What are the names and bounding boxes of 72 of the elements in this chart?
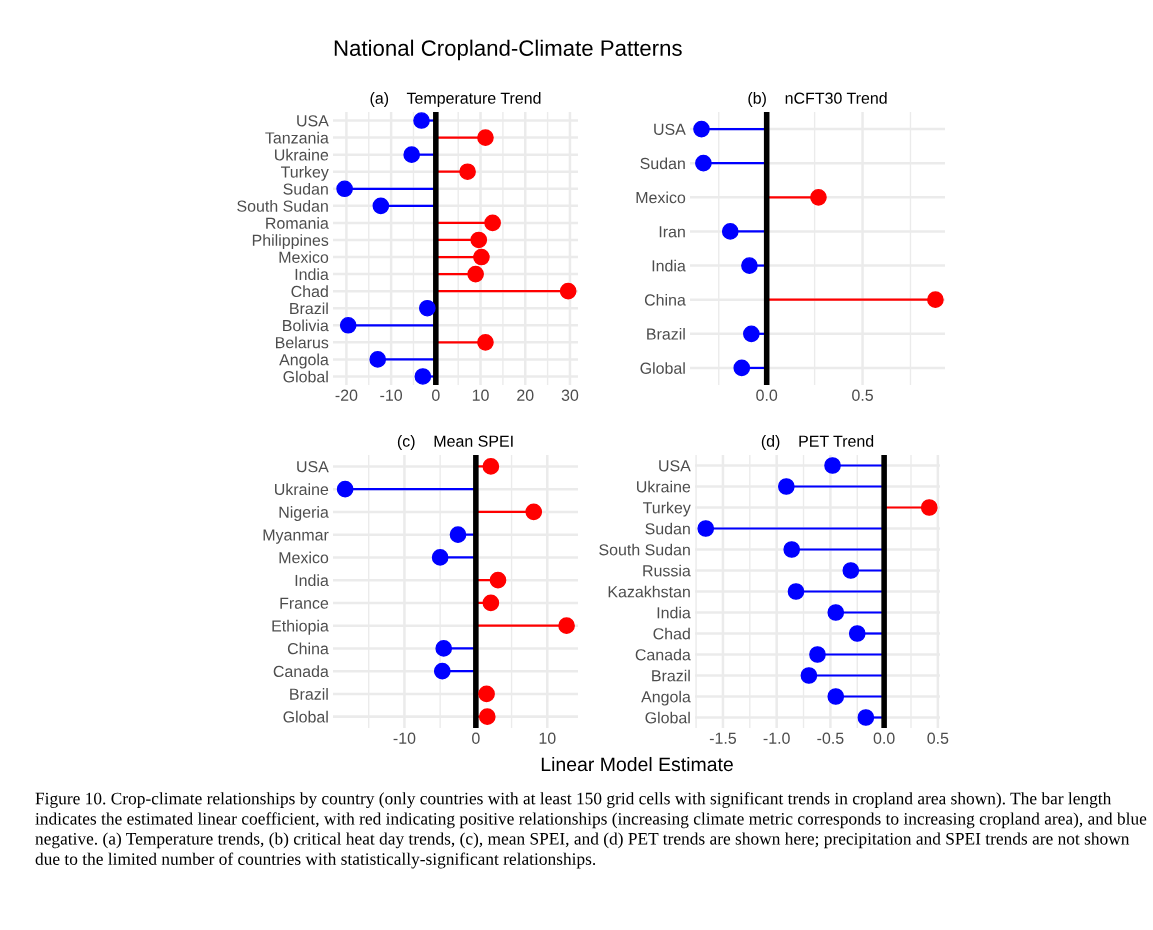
x-tick-label: 30	[561, 389, 579, 401]
y-tick-label: USA	[654, 123, 686, 136]
y-tick-label: Sudan	[640, 157, 685, 170]
x-tick-label: 0.5	[927, 732, 949, 744]
y-tick-label: Mexico	[279, 251, 329, 263]
x-tick-label: -1.5	[709, 732, 737, 744]
y-tick-label: Global	[283, 710, 328, 723]
y-tick-label: Ukraine	[275, 483, 329, 496]
y-tick-label: Sudan	[283, 182, 328, 195]
y-tick-label: Belarus	[275, 336, 329, 349]
y-tick-label: India	[657, 606, 691, 619]
x-tick-label: 0	[472, 732, 480, 744]
x-tick-label: 10	[472, 389, 489, 401]
x-tick-label: -10	[393, 732, 416, 744]
text: Linear Model Estimate	[541, 756, 733, 772]
y-tick-label: Angola	[279, 353, 329, 369]
y-tick-label: Canada	[635, 648, 691, 661]
y-tick-label: USA	[297, 461, 329, 473]
y-tick-label: Romania	[266, 217, 329, 229]
y-tick-label: Tanzania	[265, 131, 329, 144]
y-tick-label: Turkey	[280, 165, 329, 181]
x-tick-label: 0.0	[756, 389, 778, 401]
chart-title: (a) Temperature Trend	[370, 92, 541, 107]
y-tick-label: Bolivia	[283, 319, 329, 332]
x-tick-label: -1.0	[763, 732, 790, 744]
y-tick-label: Ethiopia	[272, 619, 329, 635]
y-tick-label: Kazakhstan	[608, 585, 690, 598]
x-tick-label: 0.5	[852, 389, 873, 401]
y-tick-label: India	[295, 574, 329, 587]
y-tick-label: China	[644, 293, 686, 306]
y-tick-label: Brazil	[652, 669, 690, 682]
x-tick-label: 10	[539, 732, 556, 744]
y-tick-label: Ukraine	[637, 480, 691, 493]
x-tick-label: -0.5	[817, 732, 844, 744]
y-tick-label: Turkey	[642, 501, 691, 517]
text: National Cropland-Climate Patterns	[334, 39, 682, 61]
y-tick-label: India	[295, 268, 329, 281]
y-tick-label: USA	[659, 460, 691, 472]
y-tick-label: Brazil	[647, 328, 685, 340]
y-tick-label: Chad	[653, 627, 690, 640]
chart-title: (d) PET Trend	[761, 435, 874, 450]
y-tick-label: Chad	[291, 285, 328, 298]
y-tick-label: Iran	[659, 226, 685, 238]
y-tick-label: India	[652, 259, 686, 272]
y-tick-label: Angola	[641, 690, 691, 706]
y-tick-label: Nigeria	[279, 506, 329, 521]
y-tick-label: Russia	[643, 564, 691, 577]
y-tick-label: Myanmar	[263, 529, 329, 544]
y-tick-label: France	[280, 597, 329, 609]
caption: Figure 10. Crop-climate relationships by country (only countries with at least 150 grid cells with significant trends in cropland area shown). The bar length indicates the estimated linear coefficient, with red indicating positive relationships (increasing climate metric corresponds to increasing cropland area), and blue negative. (a) Temperature trends, (b) critical heat day trends, (c), mean SPEI, and (d) PET trends are shown here; precipitation and SPEI trends are not shown due to the limited number of countries with statistically-significant relationships.	[35, 792, 1147, 869]
chart-title: (c) Mean SPEI	[397, 435, 513, 450]
y-tick-label: South Sudan	[599, 543, 690, 556]
y-tick-label: Sudan	[645, 522, 690, 535]
y-tick-label: China	[287, 642, 329, 655]
y-tick-label: Brazil	[290, 688, 328, 700]
x-tick-label: 20	[517, 389, 534, 401]
y-tick-label: Philippines	[252, 234, 329, 250]
x-tick-label: 0.0	[873, 732, 895, 744]
y-tick-label: Global	[283, 370, 328, 383]
y-tick-label: South Sudan	[237, 200, 328, 212]
y-tick-label: Canada	[273, 665, 329, 678]
chart-title: (b) nCFT30 Trend	[748, 92, 887, 107]
y-tick-label: Ukraine	[275, 148, 329, 161]
y-tick-label: Global	[645, 711, 690, 724]
y-tick-label: Mexico	[636, 191, 686, 204]
y-tick-label: USA	[297, 115, 329, 127]
x-tick-label: -10	[380, 389, 403, 401]
x-tick-label: 0	[432, 389, 440, 401]
y-tick-label: Mexico	[279, 551, 329, 564]
x-tick-label: -20	[335, 389, 358, 401]
y-tick-label: Global	[640, 362, 685, 374]
y-tick-label: Brazil	[290, 302, 328, 315]
